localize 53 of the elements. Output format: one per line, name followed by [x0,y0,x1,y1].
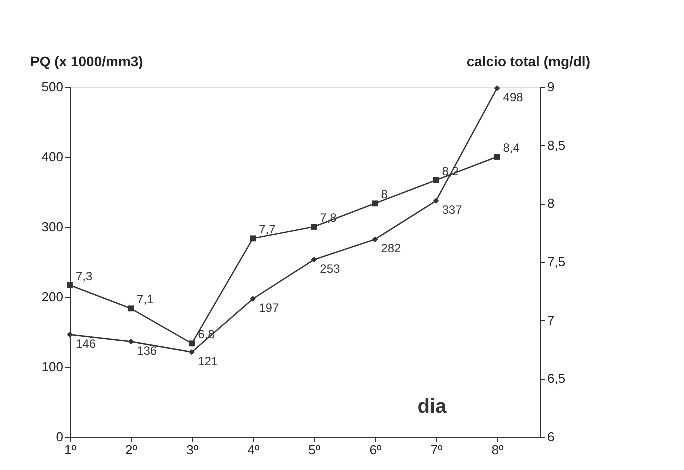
point [128,338,134,345]
y2-tick-label: 8 [548,196,555,212]
y2-tick-label: 6 [548,430,555,444]
point [250,236,256,242]
data-label: 253 [320,262,341,276]
data-label: 282 [381,242,402,256]
point [67,332,73,338]
x-tick-label: 6º [370,442,382,458]
data-label: 498 [503,90,524,104]
data-label: 197 [259,301,280,316]
point [311,224,318,230]
data-label: 8 [381,188,388,202]
data-label: 7,1 [137,292,154,307]
data-label: 7,7 [259,222,276,237]
data-label: 7,3 [76,269,94,284]
x-tick-label: 7º [430,442,443,458]
point [128,306,134,312]
point [67,282,73,288]
y-axis-title: PQ (x 1000/mm3) [30,54,144,70]
data-label: 8,4 [503,141,520,155]
x-tick-label: 1º [64,442,77,458]
y2-tick-label: 7 [548,312,555,328]
point [372,200,378,207]
x-tick-label: 8º [492,442,504,458]
point [311,256,318,263]
data-label: 121 [198,354,218,368]
y2-tick-label: 7,5 [548,254,566,270]
x-tick-label: 4º [248,442,260,458]
y2-tick-label: 8,5 [548,138,566,153]
point [494,154,500,160]
point [433,177,440,184]
y-tick-label: 100 [42,360,64,374]
x-tick-label: 2º [126,442,138,458]
data-label: 337 [442,203,463,218]
y-tick-label: 300 [42,220,64,234]
point [372,236,378,243]
y2-tick-label: 6,5 [548,371,566,386]
y-tick-label: 200 [42,290,64,304]
point [189,340,196,347]
y2-tick-label: 9 [548,80,555,94]
data-label: 146 [76,336,96,351]
y2-axis-title: calcio total (mg/dl) [466,54,590,70]
point [189,349,196,356]
point [433,198,440,204]
x-tick-label: 3º [186,442,199,458]
y-tick-label: 400 [42,150,64,164]
annotation: dia [418,396,448,418]
point [494,85,500,92]
point [250,296,256,302]
data-label: 136 [137,344,158,358]
y-tick-label: 500 [42,80,64,94]
y-tick-label: 0 [56,430,64,444]
x-tick-label: 5º [308,442,321,458]
